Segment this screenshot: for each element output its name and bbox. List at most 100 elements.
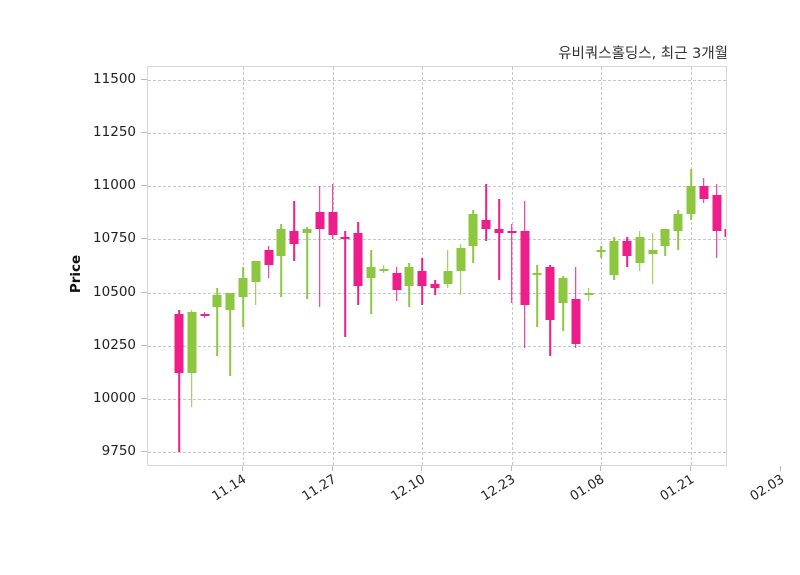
- y-axis-tick-label: 11000: [93, 177, 136, 194]
- candlestick-body: [315, 211, 325, 229]
- gridline-horizontal: [148, 186, 726, 188]
- candlestick-body: [724, 228, 726, 238]
- candlestick-body: [520, 230, 530, 306]
- gridline-horizontal: [148, 292, 726, 294]
- candlestick-body: [545, 267, 555, 321]
- y-axis-tick-label: 11500: [93, 70, 136, 87]
- candlestick: [301, 67, 314, 465]
- candlestick-body: [456, 247, 466, 272]
- candlestick-body: [584, 292, 594, 295]
- chart-title: 유비쿼스홀딩스, 최근 3개월: [558, 46, 728, 62]
- gridline-horizontal: [148, 398, 726, 400]
- candlestick-body: [430, 284, 440, 289]
- candlestick-body: [558, 277, 568, 304]
- candlestick: [582, 67, 595, 465]
- candlestick-body: [340, 237, 350, 240]
- gridline-horizontal: [148, 452, 726, 454]
- candlestick: [288, 67, 301, 465]
- candlestick-wick: [293, 201, 295, 261]
- candlestick-body: [699, 186, 709, 199]
- x-axis-tick-mark: [331, 466, 333, 471]
- candlestick-wick: [562, 275, 564, 331]
- candlestick-body: [392, 273, 402, 291]
- candlestick: [173, 67, 186, 465]
- candlestick-body: [238, 277, 248, 297]
- gridline-vertical: [691, 67, 692, 465]
- candlestick-body: [712, 194, 722, 231]
- gridline-vertical: [601, 67, 603, 465]
- candlestick: [531, 67, 544, 465]
- y-axis-tick-mark: [141, 131, 147, 133]
- candlestick: [646, 67, 659, 465]
- x-axis-tick-label: 11.14: [209, 472, 250, 505]
- candlestick: [313, 67, 326, 465]
- candlestick-body: [200, 313, 210, 316]
- candlestick: [198, 67, 211, 465]
- candlestick-body: [443, 271, 453, 285]
- candlestick: [365, 67, 378, 465]
- candlestick-wick: [178, 309, 180, 453]
- gridline-vertical: [243, 67, 244, 465]
- candlestick: [454, 67, 467, 465]
- x-axis-tick-label: 02.03: [747, 472, 787, 505]
- candlestick: [672, 67, 685, 465]
- candlestick: [621, 67, 634, 465]
- x-axis-tick-mark: [690, 466, 691, 471]
- candlestick: [544, 67, 557, 465]
- candlestick-body: [622, 241, 632, 257]
- candlestick-wick: [651, 232, 654, 285]
- candlestick-body: [686, 186, 696, 214]
- candlestick: [352, 67, 365, 465]
- candlestick: [608, 67, 621, 465]
- gridline-horizontal: [148, 239, 726, 241]
- candlestick: [339, 67, 352, 465]
- plot-area: [147, 66, 727, 466]
- candlestick: [595, 67, 608, 465]
- candlestick-body: [225, 292, 235, 310]
- y-axis-tick-label: 10750: [93, 230, 136, 247]
- candlestick-body: [571, 298, 581, 344]
- candlestick: [557, 67, 570, 465]
- x-axis-tick-mark: [242, 466, 243, 471]
- y-axis-tick-mark: [141, 451, 147, 453]
- candlestick: [633, 67, 646, 465]
- x-axis-tick-mark: [779, 466, 781, 471]
- x-axis-tick-mark: [421, 466, 423, 471]
- gridline-horizontal: [148, 345, 726, 347]
- x-axis-tick-mark: [510, 466, 512, 471]
- y-axis-tick-mark: [141, 185, 147, 187]
- candlestick-body: [673, 213, 683, 231]
- candlestick-wick: [280, 224, 283, 297]
- y-axis-tick-label: 10000: [93, 389, 136, 406]
- candlestick-body: [468, 213, 478, 246]
- candlestick: [416, 67, 429, 465]
- candlestick-body: [609, 241, 619, 276]
- candlestick: [569, 67, 582, 465]
- candlestick-wick: [485, 184, 487, 242]
- x-axis-tick-label: 11.27: [299, 472, 339, 505]
- candlestick-wick: [344, 230, 347, 338]
- candlestick-wick: [319, 186, 321, 308]
- gridline-horizontal: [148, 132, 726, 134]
- y-axis-tick-label: 10500: [93, 283, 136, 300]
- candlestick: [723, 67, 726, 465]
- x-axis-tick-label: 12.10: [388, 472, 429, 505]
- candlestick-wick: [447, 249, 449, 289]
- candlestick-body: [353, 232, 363, 287]
- candlestick-body: [302, 228, 312, 233]
- candlestick-wick: [229, 292, 231, 376]
- candlestick-body: [507, 230, 517, 233]
- y-axis-tick-mark: [141, 78, 147, 80]
- candlestick: [518, 67, 531, 465]
- candlestick-body: [212, 294, 222, 308]
- candlestick-wick: [306, 226, 308, 299]
- candlestick-body: [289, 230, 299, 244]
- candlestick-body: [366, 267, 376, 278]
- candlestick-body: [648, 249, 658, 255]
- y-axis-tick-mark: [141, 344, 147, 346]
- candlestick-body: [596, 249, 606, 253]
- candlestick-wick: [216, 288, 219, 357]
- candlestick-body: [174, 313, 184, 374]
- candlestick: [403, 67, 416, 465]
